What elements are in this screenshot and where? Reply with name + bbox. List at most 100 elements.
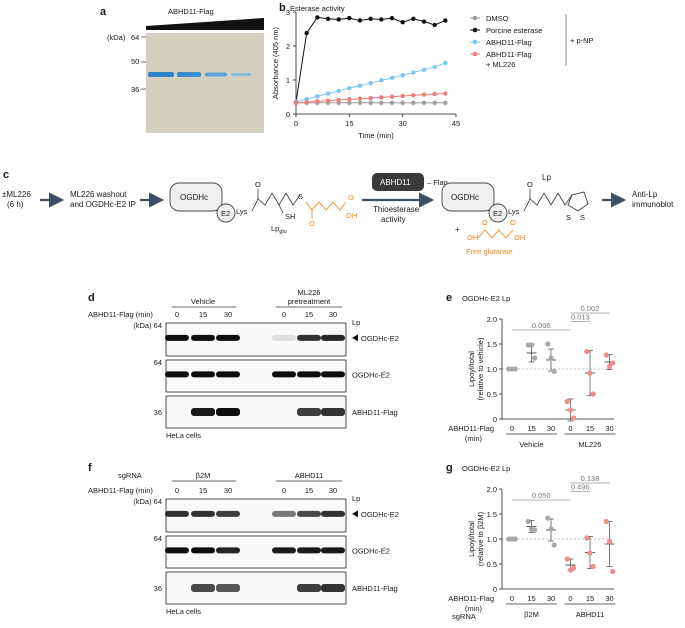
x-category-label: 0 [568,424,572,433]
data-point [610,360,616,366]
blot-band [321,334,345,341]
lys-label-right: Lys [508,207,520,216]
blot-band [216,584,240,592]
blot-band [216,371,240,378]
gel-band-2 [177,72,201,77]
final-step-1: Anti-Lp [632,190,658,199]
panel-b-letter: b [279,2,286,14]
group-2-label-b: pretreatment [288,297,331,306]
time-label: 30 [224,310,232,319]
x-row-label: ABHD11-Flag [448,594,494,603]
blot-band [297,584,321,592]
comparison-p-value: 0.006 [532,321,551,330]
data-point [590,391,596,397]
b-data-point [421,100,427,105]
kda-64-label: (kDa) 64 [133,321,162,330]
data-point [532,355,538,361]
abhd11-enzyme [372,173,424,191]
b-data-point [293,100,299,105]
b-data-point [368,100,373,105]
b-ytick-label: 1 [286,76,290,85]
e2-domain-left [216,203,236,223]
b-data-point [389,100,395,105]
kda-64-label: (kDa) 64 [133,497,162,506]
blot-band [321,510,345,517]
blot-band [321,584,345,592]
data-point [528,342,535,348]
b-data-point [347,15,352,21]
o-right: O [527,180,533,189]
blot-band [297,547,321,554]
abhd11-flag-label: ABHD11-Flag [352,408,398,417]
blot-band [165,371,189,378]
b-data-point [389,75,395,81]
scatter-ylabel-2: (relative to vehicle) [476,337,485,400]
step-ip: and OGDHc-E2 IP [70,200,136,209]
data-point [567,407,574,413]
b-data-point [411,100,416,105]
b-data-point [421,67,427,73]
b-data-point [379,95,384,100]
scatter-ylabel: Lipoyl/total [467,351,476,387]
final-step-2: immunoblot [632,200,674,209]
blot-band [191,334,215,341]
b-data-point [443,91,448,96]
b-data-point [325,16,331,21]
free-glutarate-structure [477,229,514,239]
panel-d-letter: d [88,292,95,304]
b-data-point [389,94,395,99]
dithiolane-ring [567,191,589,212]
blot-band [321,547,345,554]
flag-label: – Flag [427,178,448,187]
data-point [512,536,518,542]
b-data-point [400,93,405,99]
b-data-point [411,93,416,98]
blot-band [272,371,296,378]
b-legend-label: + ML226 [486,60,515,69]
kda-64-label-2: 64 [154,534,162,543]
b-data-point [357,83,363,88]
oh-right: OH [514,233,525,242]
data-point [584,535,590,541]
b-legend-side-label: + p-NP [570,36,594,45]
thio-label-2: activity [381,215,405,224]
abhd11-flag-label: ABHD11-Flag [352,584,398,593]
panel-a-kda: (kDa) [107,33,126,42]
scatter-ytick-label: 1.0 [487,365,497,374]
time-label: 0 [175,310,179,319]
scatter-ytick-label: 2.0 [487,315,497,324]
b-legend-label: DMSO [486,14,509,23]
b-data-point [336,88,341,94]
data-point [564,556,570,562]
b-data-point [443,18,448,23]
blot-band [191,510,215,517]
b-data-point [379,78,384,83]
cells-label: HeLa cells [166,607,201,616]
b-xtick-label: 30 [398,119,406,128]
b-data-point [315,99,320,104]
blot-band [165,510,189,517]
blot-band [272,510,296,517]
scatter-e: 0 0.5 1.0 1.5 2.0 Lipoyl/total (relative to ve… [448,304,616,449]
x-category-label: 15 [527,594,535,603]
cells-label: HeLa cells [166,431,201,440]
x-row-unit: (min) [465,434,483,443]
data-point [512,366,518,372]
b-data-point [432,22,437,28]
b-data-point [347,97,352,102]
lys-label-left: Lys [236,207,248,216]
panel-b-title: Esterase activity [290,4,345,13]
data-point [551,542,557,548]
sgrna-label: sgRNA [118,471,142,480]
blot-band [297,510,321,517]
b-data-point [336,17,341,22]
panel-g-title: OGDHc-E2 Lp [462,464,510,473]
marker-ticks [141,36,146,90]
time-row-label: ABHD11-Flag (min) [88,486,153,495]
scatter-g: 0 0.5 1.0 1.5 2.0 Lipoyl/total (relative to β2… [448,474,616,621]
b-data-point [379,100,384,105]
b-ylabel: Absorbance (405 nm) [271,26,280,99]
scatter-ytick-label: 1.5 [487,340,497,349]
lpglu-main: Lp [271,224,279,233]
